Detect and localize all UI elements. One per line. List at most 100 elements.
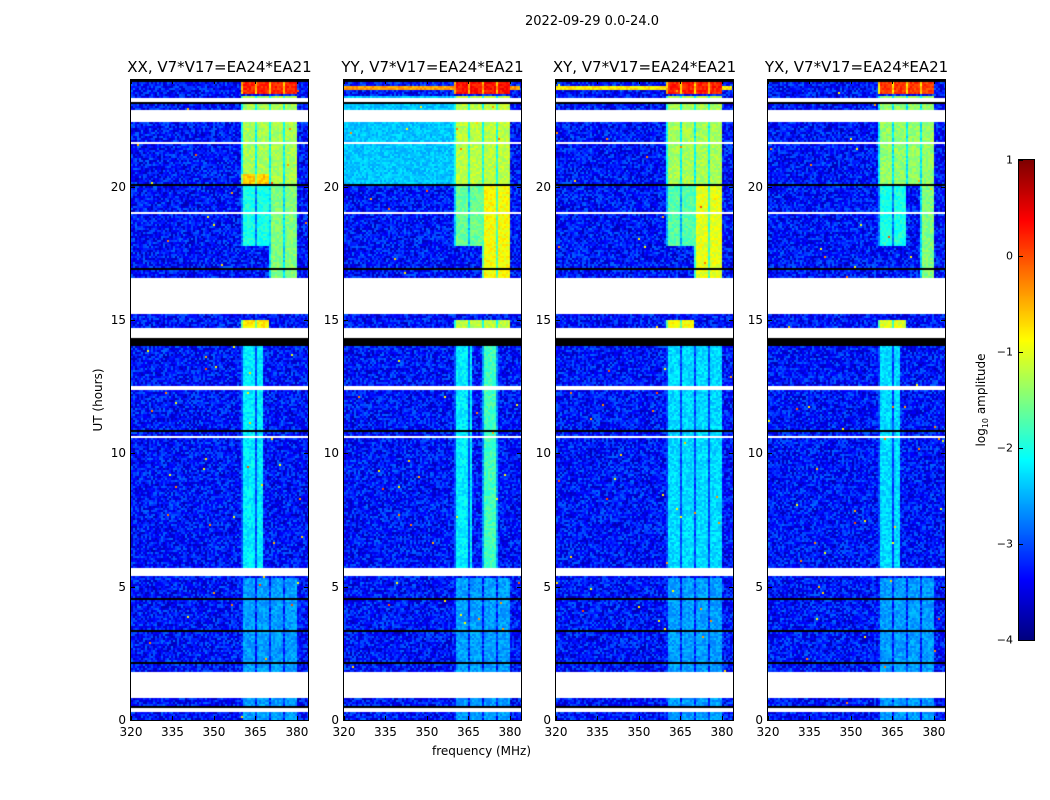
y-tick-label: 5 [755, 579, 763, 594]
y-tick-label: 0 [118, 713, 126, 727]
y-tick-label: 15 [110, 313, 126, 327]
y-tick-mark-right [304, 453, 308, 455]
figure-title: 2022-09-29 0.0-24.0 [525, 14, 659, 29]
x-tick-mark [172, 716, 174, 720]
y-tick-mark-right [517, 320, 521, 321]
y-tick-label: 5 [543, 579, 551, 594]
x-tick-label: 335 [586, 725, 609, 739]
y-tick-label: 5 [331, 579, 339, 594]
y-tick-label: 10 [535, 446, 551, 461]
heatmap-canvas [556, 80, 733, 720]
x-tick-mark [850, 716, 852, 720]
x-tick-label: 350 [839, 725, 863, 739]
y-tick-mark-right [517, 453, 521, 455]
y-tick-mark-right [729, 453, 733, 455]
x-tick-mark [721, 716, 723, 720]
x-tick-mark [131, 716, 132, 720]
y-tick-mark [768, 320, 772, 321]
x-tick-label: 335 [374, 725, 397, 739]
colorbar-tick-label: 0 [1006, 249, 1013, 263]
y-tick-mark-right [941, 586, 945, 588]
y-tick-mark-right [941, 453, 945, 455]
panel-title: YX, V7*V17=EA24*EA21 [764, 58, 949, 76]
x-tick-mark-top [344, 80, 345, 84]
colorbar-tick-mark [1019, 352, 1023, 353]
x-tick-mark-top [850, 80, 852, 84]
colorbar-tick-label: −2 [996, 441, 1013, 455]
x-tick-label: 320 [756, 725, 780, 739]
x-tick-label: 335 [161, 725, 184, 739]
x-tick-label: 365 [669, 725, 692, 739]
heatmap-panel [130, 79, 309, 721]
x-tick-mark [892, 716, 894, 720]
y-tick-mark [344, 186, 348, 188]
x-tick-mark [597, 716, 599, 720]
x-tick-label: 320 [332, 725, 356, 739]
colorbar-label-log: log [973, 428, 988, 447]
y-tick-label: 10 [110, 446, 126, 461]
y-tick-mark [556, 720, 560, 721]
y-axis-label: UT (hours) [91, 368, 105, 432]
x-tick-mark-top [385, 80, 387, 84]
x-tick-label: 380 [922, 725, 946, 739]
y-tick-label: 15 [323, 313, 339, 327]
x-tick-label: 335 [798, 725, 821, 739]
x-tick-mark [213, 716, 215, 720]
colorbar-tick-mark [1019, 256, 1023, 257]
y-tick-label: 20 [323, 179, 339, 194]
x-tick-label: 380 [710, 725, 734, 739]
x-tick-mark [509, 716, 511, 720]
x-tick-mark-top [172, 80, 174, 84]
x-tick-mark-top [556, 80, 557, 84]
x-tick-label: 350 [202, 725, 226, 739]
x-tick-mark-top [933, 80, 935, 84]
x-tick-mark-top [255, 80, 257, 84]
y-tick-mark [768, 453, 772, 455]
x-tick-mark-top [509, 80, 511, 84]
colorbar-label: log10 amplitude [974, 354, 990, 447]
y-tick-mark [131, 586, 135, 588]
y-tick-mark-right [304, 320, 308, 321]
heatmap-panel [767, 79, 946, 721]
heatmap-panel [343, 79, 522, 721]
x-tick-mark-top [597, 80, 599, 84]
y-tick-mark [556, 453, 560, 455]
colorbar-tick-label: 1 [1006, 153, 1013, 167]
panel-title: XX, V7*V17=EA24*EA21 [127, 58, 312, 76]
x-tick-label: 350 [415, 725, 439, 739]
y-tick-mark [768, 586, 772, 588]
x-tick-label: 380 [285, 725, 309, 739]
y-tick-label: 20 [535, 179, 551, 194]
y-tick-label: 20 [110, 179, 126, 194]
x-tick-mark [638, 716, 640, 720]
x-tick-label: 365 [457, 725, 480, 739]
x-tick-mark-top [809, 80, 811, 84]
y-tick-mark [344, 320, 348, 321]
y-tick-label: 20 [747, 179, 763, 194]
x-tick-label: 380 [498, 725, 522, 739]
x-tick-mark-top [213, 80, 215, 84]
colorbar [1018, 159, 1035, 641]
x-tick-mark-top [468, 80, 470, 84]
y-tick-mark [344, 453, 348, 455]
y-tick-label: 15 [747, 313, 763, 327]
colorbar-tick-label: −1 [996, 345, 1013, 359]
y-tick-mark [556, 186, 560, 188]
x-tick-mark [344, 716, 345, 720]
colorbar-tick-mark [1019, 160, 1023, 161]
y-tick-mark-right [304, 586, 308, 588]
y-tick-label: 10 [323, 446, 339, 461]
y-tick-mark [556, 320, 560, 321]
y-tick-label: 5 [118, 579, 126, 594]
colorbar-tick-mark [1019, 448, 1023, 449]
colorbar-label-sub: 10 [981, 417, 991, 429]
x-tick-mark [933, 716, 935, 720]
heatmap-canvas [131, 80, 308, 720]
heatmap-canvas [768, 80, 945, 720]
x-tick-label: 350 [627, 725, 651, 739]
x-axis-label: frequency (MHz) [432, 744, 532, 758]
y-tick-mark-right [517, 586, 521, 588]
colorbar-label-suffix: amplitude [973, 353, 988, 418]
colorbar-tick-mark [1019, 544, 1023, 545]
